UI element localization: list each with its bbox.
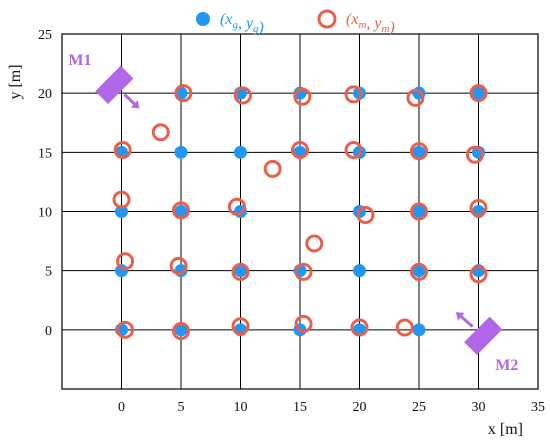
x-tick-label: 20 [353, 400, 367, 415]
measured-point [410, 202, 428, 221]
microphone-m1-body [95, 65, 134, 104]
measured-point [116, 320, 135, 339]
measured-point [169, 256, 188, 275]
ground-truth-point [115, 205, 128, 218]
measured-point [469, 84, 488, 103]
y-tick-label: 10 [38, 206, 52, 221]
y-tick-label: 15 [38, 146, 52, 161]
x-tick-label: 5 [178, 400, 185, 415]
microphone-m1-arrow [123, 93, 136, 105]
measured-point [469, 198, 488, 217]
measured-point [151, 123, 170, 142]
ground-truth-point [174, 323, 188, 337]
microphone-m1-label: M1 [68, 52, 91, 69]
measured-point [395, 318, 414, 337]
ground-truth-point [174, 205, 188, 218]
x-tick-label: 30 [472, 400, 486, 415]
ground-truth-point [353, 264, 366, 278]
measured-series [112, 84, 488, 341]
ground-truth-point [174, 145, 188, 159]
x-tick-label: 10 [234, 400, 248, 415]
x-axis-title: x [m] [488, 421, 523, 438]
microphone-m2-label: M2 [495, 357, 518, 374]
plot-frame [61, 33, 539, 390]
measured-point [356, 206, 375, 225]
ground-truth-point [412, 264, 426, 278]
legend-ground-truth-label: (xg, yg) [220, 11, 264, 36]
measured-point [116, 252, 135, 271]
x-tick-label: 15 [293, 400, 307, 415]
measured-point [344, 85, 363, 104]
measured-point [172, 201, 190, 220]
measured-point [263, 159, 282, 178]
y-tick-label: 25 [38, 28, 52, 43]
ground-truth-point [234, 264, 247, 278]
ground-truth-point [412, 145, 426, 159]
measured-point [294, 262, 313, 281]
measured-point [231, 317, 250, 336]
plot-border [61, 33, 539, 390]
measured-point [113, 140, 132, 159]
measured-point [227, 197, 246, 216]
ground-truth-point [234, 145, 247, 159]
ground-truth-point [412, 323, 426, 337]
x-tick-label: 35 [531, 400, 545, 415]
ground-truth-point [412, 205, 426, 218]
legend: (xg, yg) (xm, ym) [196, 9, 395, 36]
y-axis-title: y [m] [7, 64, 24, 99]
microphones: M1 M2 [68, 52, 518, 374]
microphone-m1-arrowhead [130, 100, 140, 109]
y-tick-label: 5 [45, 265, 52, 280]
x-tick-label: 25 [412, 400, 426, 415]
measured-point [469, 265, 488, 284]
tick-labels: 0 5 10 15 20 25 30 35 0 5 10 15 20 25 [38, 28, 545, 415]
measured-point [350, 318, 369, 337]
measured-point [112, 190, 131, 209]
y-tick-label: 0 [45, 324, 52, 339]
legend-ground-truth-marker [196, 12, 210, 26]
microphone-m2-arrow [460, 315, 474, 328]
measured-point [293, 87, 312, 106]
measured-point [174, 84, 193, 103]
measured-point [410, 142, 428, 161]
legend-measured-marker [317, 9, 337, 29]
measured-point [231, 262, 250, 281]
measured-point [233, 86, 252, 105]
microphone-m2-body [464, 316, 503, 355]
measured-point [406, 88, 425, 107]
measured-point [465, 145, 484, 164]
microphone-m2-arrowhead [455, 312, 465, 321]
ground-truth-point [472, 86, 485, 100]
measured-point [410, 262, 428, 281]
measured-point [291, 140, 309, 159]
measured-point [344, 140, 363, 159]
measured-point [172, 322, 190, 341]
measured-point [294, 314, 313, 333]
legend-measured-label: (xm, ym) [346, 11, 395, 36]
measured-point [305, 234, 324, 253]
y-tick-label: 20 [38, 87, 52, 102]
x-tick-label: 0 [118, 400, 125, 415]
